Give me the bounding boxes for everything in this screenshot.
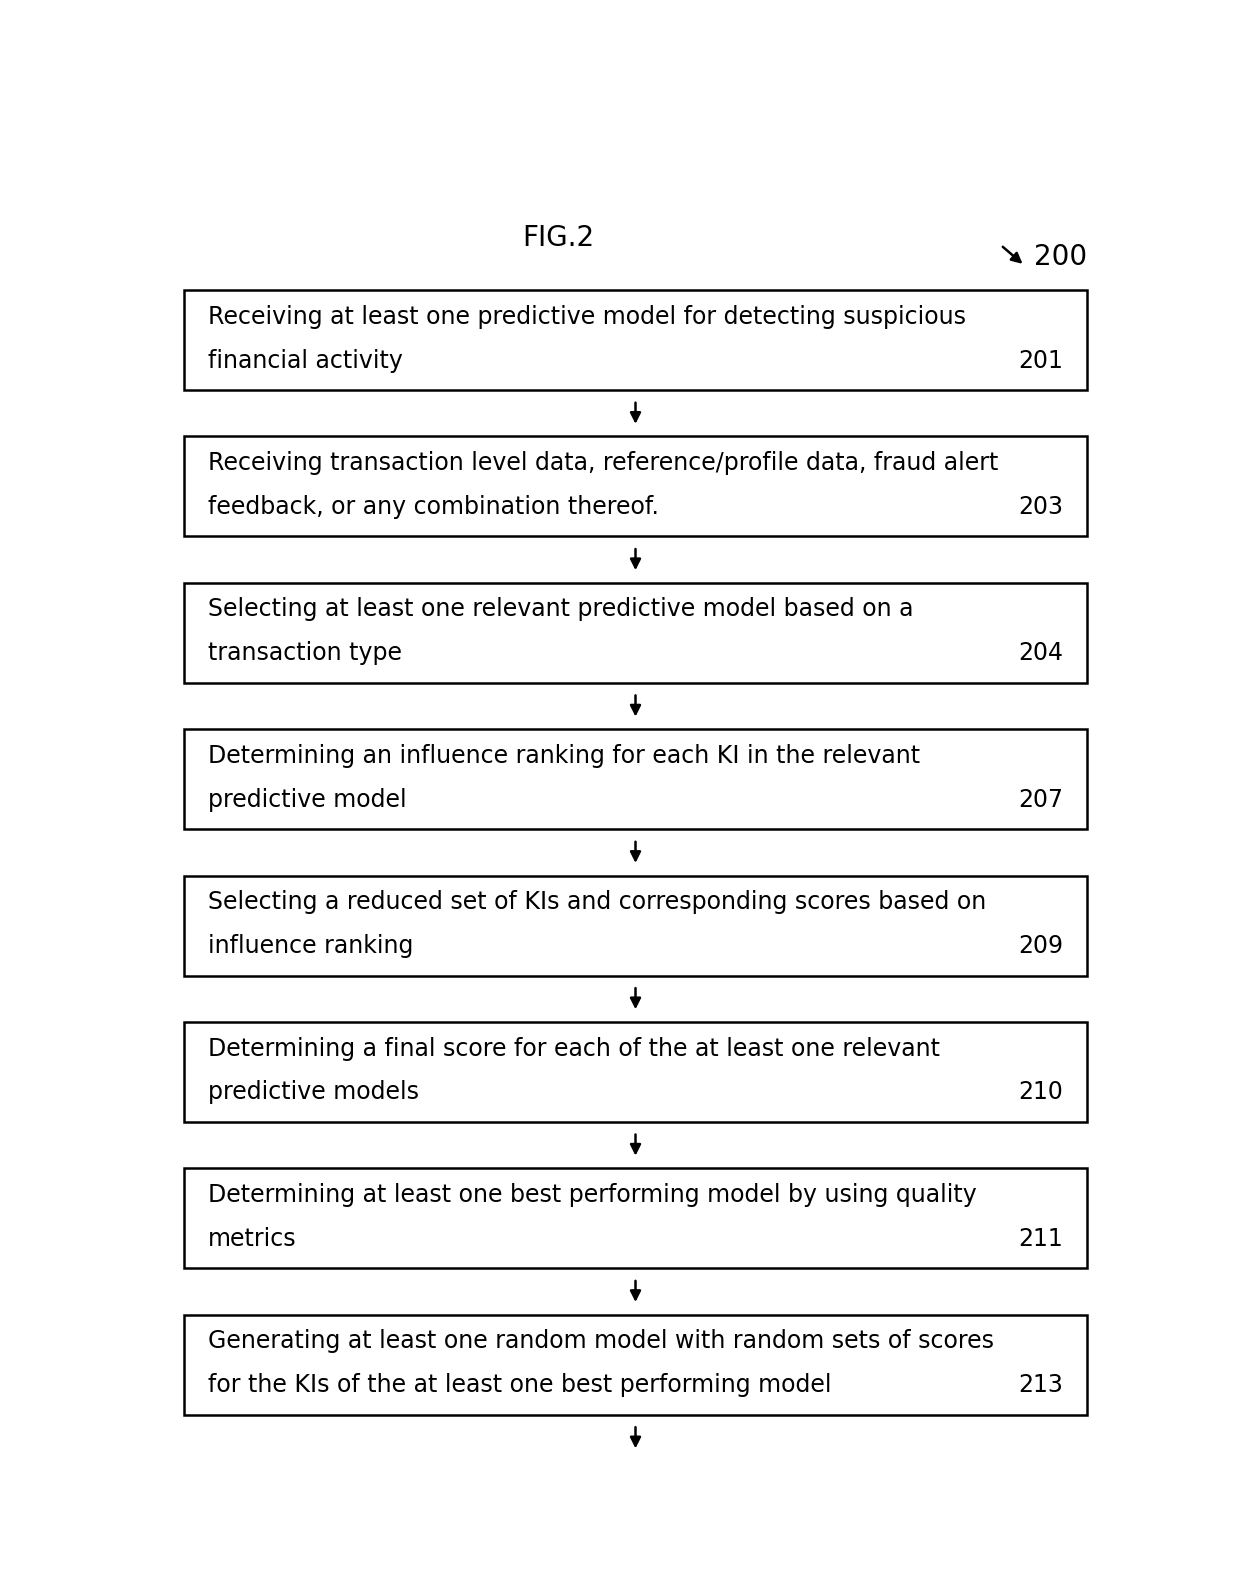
Text: transaction type: transaction type — [208, 642, 402, 665]
Text: 203: 203 — [1018, 494, 1063, 520]
Text: financial activity: financial activity — [208, 348, 403, 372]
Text: feedback, or any combination thereof.: feedback, or any combination thereof. — [208, 494, 658, 520]
Text: Determining at least one best performing model by using quality: Determining at least one best performing… — [208, 1183, 977, 1207]
Text: Determining a final score for each of the at least one relevant: Determining a final score for each of th… — [208, 1036, 940, 1061]
FancyBboxPatch shape — [184, 1022, 1087, 1121]
Text: Receiving at least one predictive model for detecting suspicious: Receiving at least one predictive model … — [208, 304, 966, 329]
Text: 200: 200 — [1034, 242, 1087, 271]
Text: 207: 207 — [1018, 787, 1063, 811]
Text: Selecting a reduced set of KIs and corresponding scores based on: Selecting a reduced set of KIs and corre… — [208, 890, 986, 914]
FancyBboxPatch shape — [184, 729, 1087, 828]
Text: for the KIs of the at least one best performing model: for the KIs of the at least one best per… — [208, 1373, 831, 1397]
Text: FIG.2: FIG.2 — [522, 225, 595, 252]
Text: Selecting at least one relevant predictive model based on a: Selecting at least one relevant predicti… — [208, 597, 914, 621]
Text: metrics: metrics — [208, 1226, 296, 1251]
Text: 209: 209 — [1018, 935, 1063, 958]
FancyBboxPatch shape — [184, 1315, 1087, 1415]
Text: Generating at least one random model with random sets of scores: Generating at least one random model wit… — [208, 1329, 993, 1353]
Text: 213: 213 — [1018, 1373, 1063, 1397]
FancyBboxPatch shape — [184, 583, 1087, 683]
Text: 210: 210 — [1018, 1080, 1063, 1104]
Text: influence ranking: influence ranking — [208, 935, 413, 958]
Text: Receiving transaction level data, reference/profile data, fraud alert: Receiving transaction level data, refere… — [208, 451, 998, 475]
Text: 201: 201 — [1018, 348, 1063, 372]
FancyBboxPatch shape — [184, 290, 1087, 390]
Text: predictive models: predictive models — [208, 1080, 419, 1104]
Text: 211: 211 — [1018, 1226, 1063, 1251]
Text: Determining an influence ranking for each KI in the relevant: Determining an influence ranking for eac… — [208, 744, 920, 768]
FancyBboxPatch shape — [184, 876, 1087, 976]
FancyBboxPatch shape — [184, 1169, 1087, 1269]
Text: predictive model: predictive model — [208, 787, 407, 811]
Text: 204: 204 — [1018, 642, 1063, 665]
FancyBboxPatch shape — [184, 437, 1087, 537]
